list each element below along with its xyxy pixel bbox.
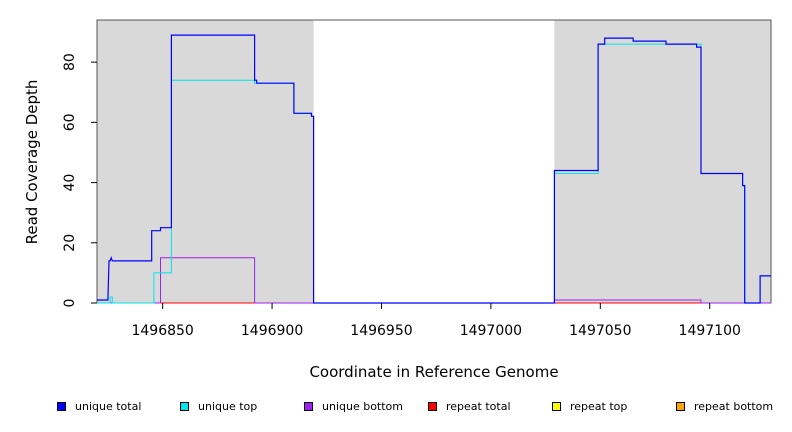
legend-label: unique total — [75, 400, 142, 413]
legend-label: unique top — [198, 400, 258, 413]
x-tick-label: 1496900 — [241, 323, 303, 339]
x-axis-label: Coordinate in Reference Genome — [309, 363, 558, 381]
legend-item: unique total — [57, 400, 141, 413]
x-tick-label: 1497100 — [679, 323, 741, 339]
legend-item: repeat top — [552, 400, 627, 413]
legend-item: unique top — [180, 400, 257, 413]
legend-item: repeat total — [428, 400, 511, 413]
legend-swatch — [428, 402, 437, 411]
legend-item: repeat bottom — [676, 400, 773, 413]
shaded-regions — [97, 20, 771, 303]
legend-label: unique bottom — [322, 400, 404, 413]
y-axis: 0 20 40 60 80 — [62, 53, 97, 307]
y-tick-label: 20 — [62, 234, 78, 252]
series-lines — [97, 34, 771, 304]
legend-item: unique bottom — [304, 400, 403, 413]
x-tick-label: 1497050 — [569, 323, 631, 339]
legend-label: repeat total — [446, 400, 511, 413]
x-tick-label: 1496950 — [350, 323, 412, 339]
x-axis: 1496850 1496900 1496950 1497000 1497050 14971… — [131, 303, 741, 339]
legend: unique total unique top unique bottom repea… — [0, 400, 792, 420]
y-tick-label: 80 — [62, 53, 78, 71]
legend-label: repeat top — [570, 400, 628, 413]
y-axis-label: Read Coverage Depth — [23, 80, 41, 245]
legend-swatch — [676, 402, 685, 411]
shaded-region-1 — [554, 20, 771, 303]
x-tick-label: 1497000 — [460, 323, 522, 339]
shaded-region-0 — [97, 20, 314, 303]
y-tick-label: 40 — [62, 174, 78, 192]
legend-swatch — [552, 402, 561, 411]
x-tick-label: 1496850 — [131, 323, 193, 339]
series-line-0 — [97, 34, 771, 304]
y-tick-label: 0 — [62, 299, 78, 308]
legend-swatch — [180, 402, 189, 411]
legend-swatch — [57, 402, 66, 411]
legend-swatch — [304, 402, 313, 411]
legend-label: repeat bottom — [694, 400, 774, 413]
y-tick-label: 60 — [62, 113, 78, 131]
